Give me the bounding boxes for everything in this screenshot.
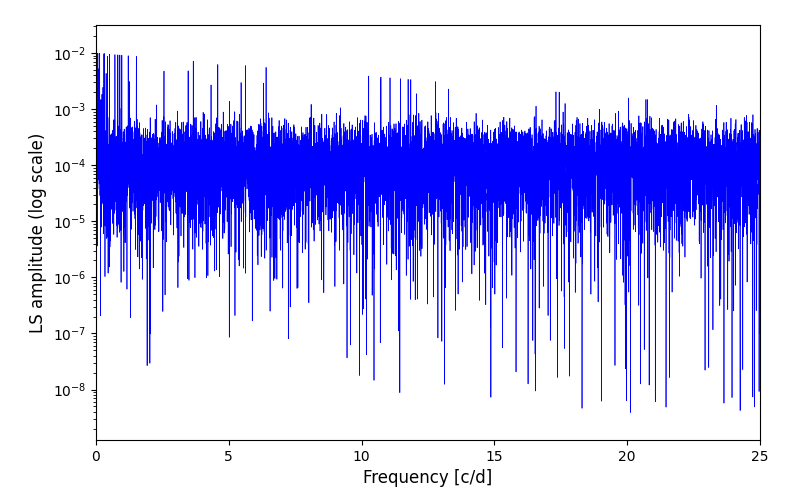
X-axis label: Frequency [c/d]: Frequency [c/d] — [363, 470, 493, 488]
Y-axis label: LS amplitude (log scale): LS amplitude (log scale) — [30, 132, 47, 332]
